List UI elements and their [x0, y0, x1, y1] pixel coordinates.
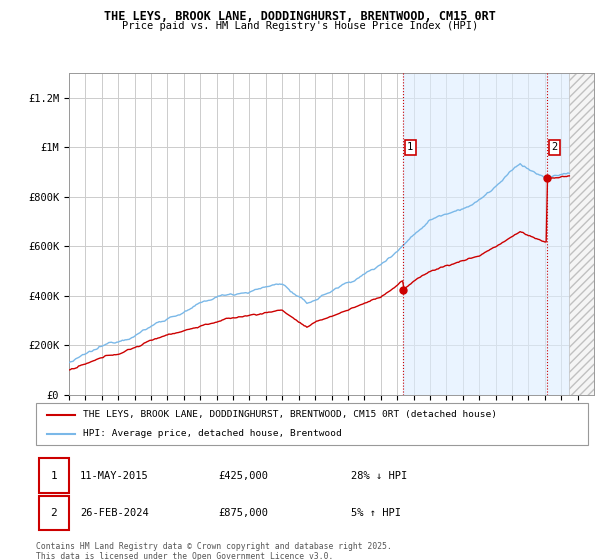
- FancyBboxPatch shape: [36, 403, 588, 445]
- Text: 11-MAY-2015: 11-MAY-2015: [80, 470, 149, 480]
- Text: 1: 1: [407, 142, 413, 152]
- Text: HPI: Average price, detached house, Brentwood: HPI: Average price, detached house, Bren…: [83, 430, 341, 438]
- Text: 2: 2: [50, 508, 58, 518]
- Text: 26-FEB-2024: 26-FEB-2024: [80, 508, 149, 518]
- Text: £425,000: £425,000: [218, 470, 268, 480]
- Text: Price paid vs. HM Land Registry's House Price Index (HPI): Price paid vs. HM Land Registry's House …: [122, 21, 478, 31]
- Text: 5% ↑ HPI: 5% ↑ HPI: [350, 508, 401, 518]
- Bar: [403, 73, 569, 395]
- Text: Contains HM Land Registry data © Crown copyright and database right 2025.
This d: Contains HM Land Registry data © Crown c…: [36, 542, 392, 560]
- Text: 2: 2: [551, 142, 558, 152]
- Text: £875,000: £875,000: [218, 508, 268, 518]
- FancyBboxPatch shape: [39, 496, 69, 530]
- FancyBboxPatch shape: [39, 459, 69, 493]
- Text: 28% ↓ HPI: 28% ↓ HPI: [350, 470, 407, 480]
- Text: THE LEYS, BROOK LANE, DODDINGHURST, BRENTWOOD, CM15 0RT: THE LEYS, BROOK LANE, DODDINGHURST, BREN…: [104, 10, 496, 23]
- Point: [398, 285, 408, 294]
- Text: 1: 1: [50, 470, 58, 480]
- Text: THE LEYS, BROOK LANE, DODDINGHURST, BRENTWOOD, CM15 0RT (detached house): THE LEYS, BROOK LANE, DODDINGHURST, BREN…: [83, 410, 497, 419]
- Point: [542, 174, 552, 183]
